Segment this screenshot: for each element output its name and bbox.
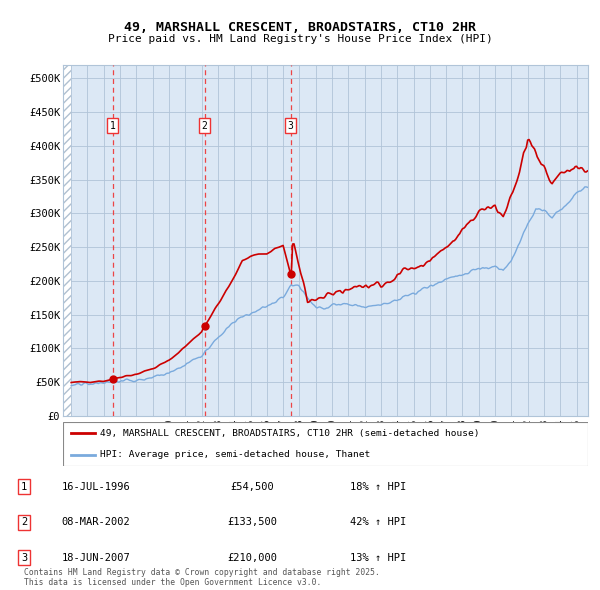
- Text: £133,500: £133,500: [227, 517, 277, 527]
- Text: 2: 2: [21, 517, 27, 527]
- Text: 13% ↑ HPI: 13% ↑ HPI: [350, 553, 406, 562]
- Text: Contains HM Land Registry data © Crown copyright and database right 2025.
This d: Contains HM Land Registry data © Crown c…: [24, 568, 380, 587]
- Text: 49, MARSHALL CRESCENT, BROADSTAIRS, CT10 2HR: 49, MARSHALL CRESCENT, BROADSTAIRS, CT10…: [124, 21, 476, 34]
- Text: 1: 1: [21, 482, 27, 491]
- Text: £54,500: £54,500: [230, 482, 274, 491]
- Text: HPI: Average price, semi-detached house, Thanet: HPI: Average price, semi-detached house,…: [100, 450, 370, 459]
- Text: 08-MAR-2002: 08-MAR-2002: [62, 517, 130, 527]
- Text: 1: 1: [110, 121, 116, 130]
- Text: 3: 3: [287, 121, 293, 130]
- Text: Price paid vs. HM Land Registry's House Price Index (HPI): Price paid vs. HM Land Registry's House …: [107, 34, 493, 44]
- Text: 16-JUL-1996: 16-JUL-1996: [62, 482, 130, 491]
- Text: 42% ↑ HPI: 42% ↑ HPI: [350, 517, 406, 527]
- Text: 49, MARSHALL CRESCENT, BROADSTAIRS, CT10 2HR (semi-detached house): 49, MARSHALL CRESCENT, BROADSTAIRS, CT10…: [100, 429, 479, 438]
- Bar: [63, 65, 71, 416]
- Text: 18-JUN-2007: 18-JUN-2007: [62, 553, 130, 562]
- Text: 18% ↑ HPI: 18% ↑ HPI: [350, 482, 406, 491]
- Text: £210,000: £210,000: [227, 553, 277, 562]
- FancyBboxPatch shape: [63, 422, 588, 466]
- Text: 3: 3: [21, 553, 27, 562]
- Text: 2: 2: [202, 121, 208, 130]
